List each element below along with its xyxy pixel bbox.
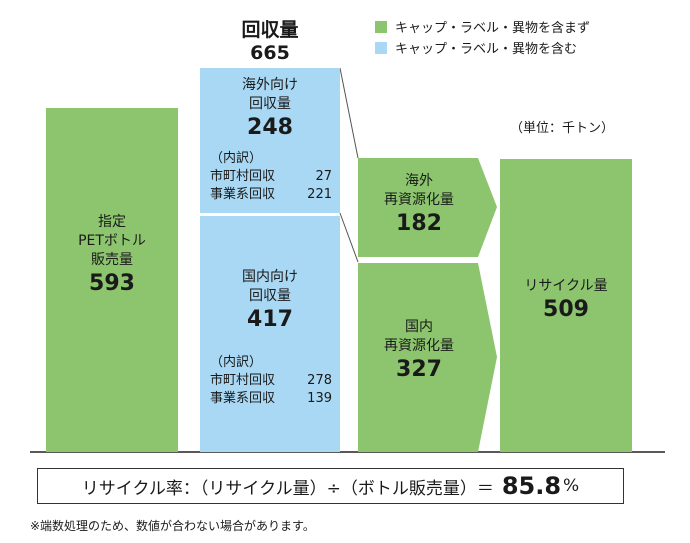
domestic-breakdown-municipal-value: 278 [307, 373, 332, 388]
overseas-recycle: 海外 再資源化量 182 [358, 172, 480, 238]
domestic-collection-value: 417 [247, 307, 293, 332]
overseas-breakdown-business-label: 事業系回収 [210, 187, 276, 202]
overseas-breakdown-business-value: 221 [307, 187, 332, 202]
overseas-breakdown-title: （内訳） [210, 151, 263, 166]
sales-label-1: 指定 [98, 214, 126, 230]
domestic-breakdown-municipal-label: 市町村回収 [210, 373, 276, 388]
sales-bar: 指定 PETボトル 販売量 593 [46, 108, 178, 452]
formula-unit: % [563, 476, 580, 496]
legend-label-including: キャップ・ラベル・異物を含む [395, 42, 578, 57]
legend-item-excluding: キャップ・ラベル・異物を含まず [375, 17, 590, 36]
recycle-total-bar: リサイクル量 509 [500, 159, 632, 452]
collection-total-value: 665 [250, 42, 290, 64]
overseas-collection-value: 248 [247, 115, 293, 140]
legend-item-including: キャップ・ラベル・異物を含む [375, 38, 577, 57]
collection-total-label: 回収量 [241, 19, 299, 41]
overseas-breakdown-municipal-value: 27 [315, 169, 332, 184]
legend-label-excluding: キャップ・ラベル・異物を含まず [395, 21, 591, 36]
domestic-breakdown-title: （内訳） [210, 355, 263, 370]
overseas-recycle-label-2: 再資源化量 [384, 192, 454, 208]
formula-text: リサイクル率：（リサイクル量）÷（ボトル販売量）＝ [81, 478, 494, 499]
recycle-total-label: リサイクル量 [524, 278, 608, 294]
overseas-collection-label-1: 海外向け [242, 77, 298, 93]
overseas-breakdown-row-business: 事業系回収 221 [210, 186, 332, 204]
domestic-recycle-arrow [358, 263, 497, 452]
domestic-recycle-label-2: 再資源化量 [384, 338, 454, 354]
overseas-recycle-value: 182 [396, 211, 442, 236]
sales-value: 593 [89, 271, 135, 296]
collection-total: 回収量 665 [200, 18, 340, 64]
domestic-breakdown-row-municipal: 市町村回収 278 [210, 372, 332, 390]
sales-label-2: PETボトル [78, 233, 146, 249]
footnote: ※端数処理のため、数値が合わない場合があります。 [30, 519, 315, 533]
overseas-recycle-label-1: 海外 [405, 173, 433, 189]
overseas-breakdown-municipal-label: 市町村回収 [210, 169, 276, 184]
domestic-breakdown-business-value: 139 [307, 391, 332, 406]
overseas-collection-label-2: 回収量 [249, 96, 291, 112]
domestic-breakdown-business-label: 事業系回収 [210, 391, 276, 406]
overseas-recycle-arrow [358, 158, 497, 257]
domestic-recycle: 国内 再資源化量 327 [358, 318, 480, 384]
overseas-collection-bar: 海外向け 回収量 248 （内訳） 市町村回収 27 事業系回収 221 [200, 68, 340, 213]
legend-swatch-green [375, 20, 387, 33]
domestic-breakdown-row-business: 事業系回収 139 [210, 390, 332, 408]
connector-line-middle [339, 212, 359, 263]
formula-value: 85.8 [501, 472, 562, 500]
connector-line-top [339, 67, 359, 159]
sales-label-3: 販売量 [91, 252, 133, 268]
recycling-rate-formula: リサイクル率：（リサイクル量）÷（ボトル販売量）＝ 85.8 % [37, 468, 624, 504]
domestic-collection-label-1: 国内向け [242, 269, 298, 285]
domestic-collection-bar: 国内向け 回収量 417 （内訳） 市町村回収 278 事業系回収 139 [200, 216, 340, 452]
legend-swatch-blue [375, 41, 387, 54]
unit-note: （単位：千トン） [510, 121, 615, 136]
recycle-total-value: 509 [543, 297, 589, 322]
domestic-recycle-label-1: 国内 [405, 319, 433, 335]
domestic-collection-label-2: 回収量 [249, 288, 291, 304]
overseas-breakdown-row-municipal: 市町村回収 27 [210, 168, 332, 186]
domestic-recycle-value: 327 [396, 357, 442, 382]
